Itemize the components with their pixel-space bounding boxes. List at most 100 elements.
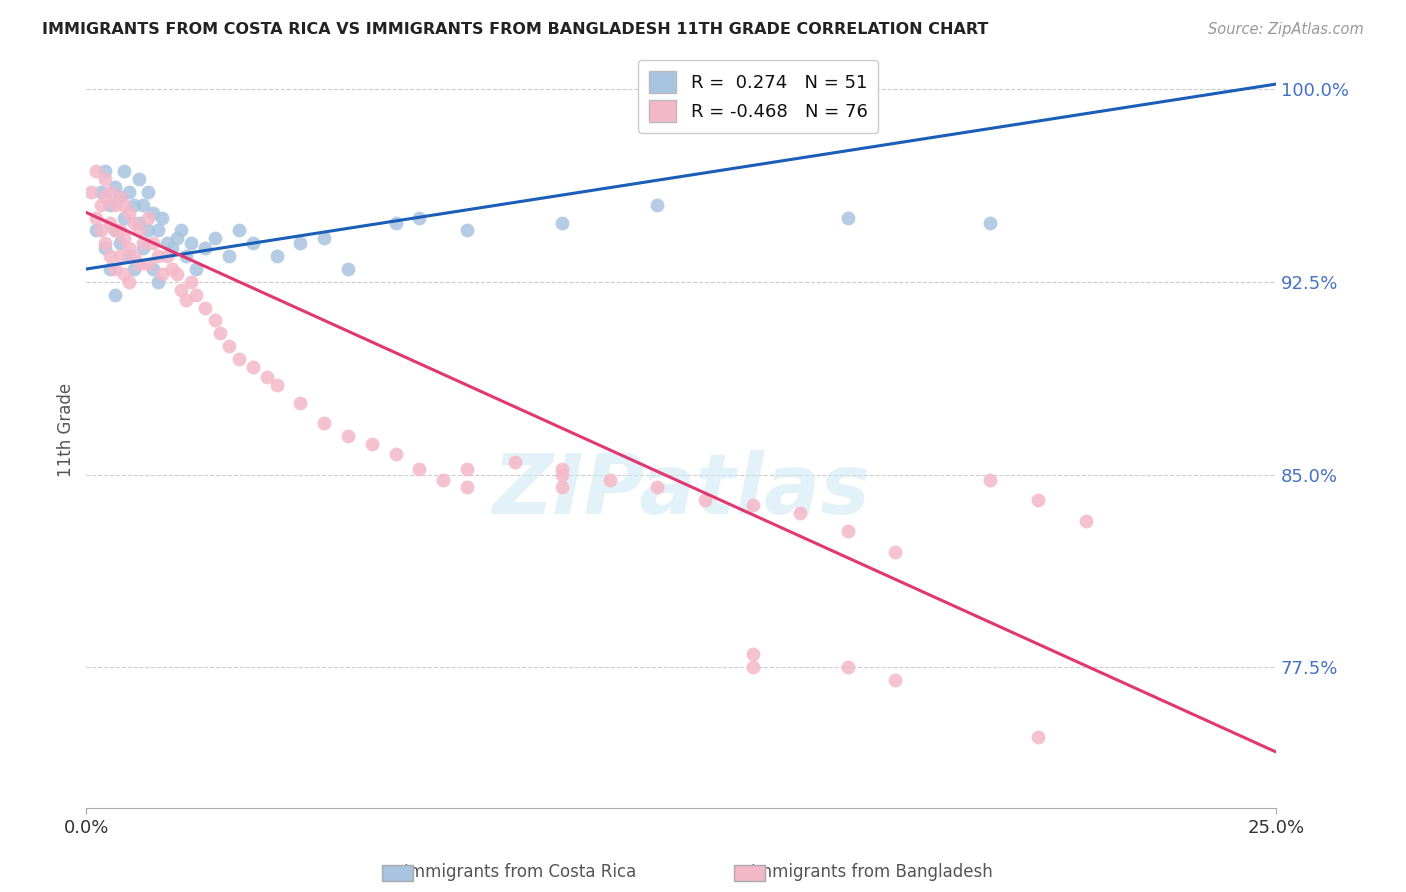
Point bbox=[90, 185, 112, 199]
Point bbox=[208, 326, 231, 341]
Point bbox=[146, 223, 169, 237]
Point bbox=[184, 262, 207, 277]
Point bbox=[90, 223, 112, 237]
Point bbox=[94, 190, 117, 204]
Point bbox=[884, 544, 907, 558]
Point bbox=[456, 462, 478, 476]
Point bbox=[741, 499, 763, 513]
Point bbox=[98, 185, 121, 199]
Point bbox=[108, 223, 131, 237]
Point bbox=[118, 275, 141, 289]
Point bbox=[122, 216, 145, 230]
Point bbox=[228, 351, 250, 366]
Point bbox=[156, 249, 179, 263]
Point bbox=[112, 267, 135, 281]
Point bbox=[314, 416, 336, 430]
Point bbox=[160, 242, 183, 256]
Point bbox=[884, 673, 907, 687]
Point bbox=[132, 236, 155, 251]
Point bbox=[242, 359, 264, 374]
Point bbox=[98, 198, 121, 212]
Point bbox=[142, 205, 165, 219]
Point bbox=[979, 473, 1001, 487]
Point bbox=[166, 231, 188, 245]
Point bbox=[152, 211, 174, 225]
Point bbox=[408, 211, 430, 225]
Point bbox=[146, 249, 169, 263]
Text: ZIPatlas: ZIPatlas bbox=[492, 450, 870, 531]
Point bbox=[118, 205, 141, 219]
Text: IMMIGRANTS FROM COSTA RICA VS IMMIGRANTS FROM BANGLADESH 11TH GRADE CORRELATION : IMMIGRANTS FROM COSTA RICA VS IMMIGRANTS… bbox=[42, 22, 988, 37]
Point bbox=[503, 455, 526, 469]
Point bbox=[979, 216, 1001, 230]
Point bbox=[204, 313, 226, 327]
Point bbox=[337, 429, 360, 443]
Point bbox=[112, 211, 135, 225]
Point bbox=[84, 223, 107, 237]
Point bbox=[156, 236, 179, 251]
Point bbox=[136, 185, 159, 199]
Point bbox=[266, 249, 288, 263]
Point bbox=[122, 262, 145, 277]
Point bbox=[84, 211, 107, 225]
Point bbox=[142, 262, 165, 277]
Point bbox=[104, 287, 127, 301]
Point bbox=[122, 249, 145, 263]
Point bbox=[551, 480, 574, 494]
Point bbox=[184, 287, 207, 301]
Point bbox=[170, 283, 193, 297]
Point bbox=[94, 172, 117, 186]
Point bbox=[128, 172, 150, 186]
Point bbox=[432, 473, 454, 487]
Point bbox=[456, 480, 478, 494]
Point bbox=[384, 216, 406, 230]
Point bbox=[1026, 730, 1049, 744]
Point bbox=[180, 236, 202, 251]
Point bbox=[160, 262, 183, 277]
Point bbox=[84, 164, 107, 178]
Point bbox=[166, 267, 188, 281]
Point bbox=[194, 242, 217, 256]
Point bbox=[290, 236, 312, 251]
Point bbox=[693, 493, 716, 508]
Point bbox=[204, 231, 226, 245]
Point bbox=[337, 262, 360, 277]
Point bbox=[174, 249, 197, 263]
Point bbox=[104, 179, 127, 194]
Point bbox=[136, 223, 159, 237]
Point bbox=[256, 370, 278, 384]
Point bbox=[290, 395, 312, 409]
Point bbox=[194, 301, 217, 315]
Point bbox=[837, 524, 859, 538]
Point bbox=[314, 231, 336, 245]
Point bbox=[741, 648, 763, 662]
Point bbox=[112, 231, 135, 245]
Point bbox=[132, 242, 155, 256]
Point bbox=[266, 377, 288, 392]
Point bbox=[90, 198, 112, 212]
Point bbox=[174, 293, 197, 307]
Point bbox=[152, 267, 174, 281]
Point bbox=[1026, 493, 1049, 508]
Point bbox=[242, 236, 264, 251]
Point bbox=[741, 660, 763, 674]
Point bbox=[80, 185, 103, 199]
Point bbox=[180, 275, 202, 289]
Point bbox=[94, 236, 117, 251]
Point bbox=[408, 462, 430, 476]
Text: Immigrants from Bangladesh: Immigrants from Bangladesh bbox=[751, 863, 993, 881]
Point bbox=[118, 242, 141, 256]
Point bbox=[136, 257, 159, 271]
Point bbox=[136, 211, 159, 225]
Point bbox=[218, 249, 240, 263]
Point bbox=[128, 216, 150, 230]
Point bbox=[551, 462, 574, 476]
Point bbox=[104, 223, 127, 237]
Point bbox=[647, 198, 669, 212]
Point bbox=[112, 198, 135, 212]
Point bbox=[98, 262, 121, 277]
Point bbox=[837, 660, 859, 674]
Point bbox=[1074, 514, 1097, 528]
Point bbox=[360, 436, 382, 450]
Point bbox=[228, 223, 250, 237]
